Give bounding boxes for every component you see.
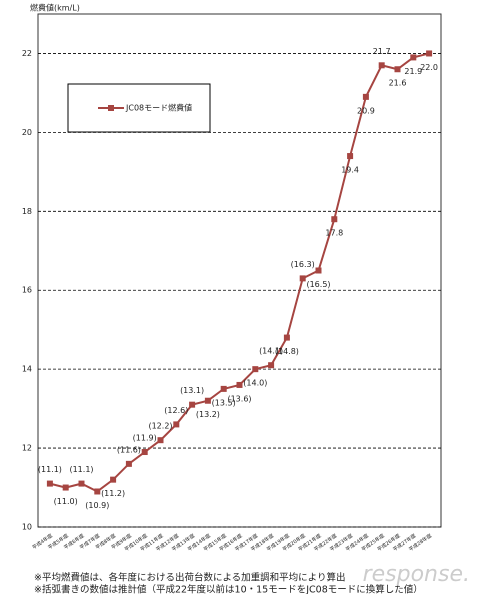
marker — [347, 153, 354, 160]
marker — [315, 267, 322, 274]
y-axis-label: 燃費値(km/L) — [30, 3, 80, 13]
y-tick-label: 22 — [22, 49, 32, 58]
data-label: 20.9 — [357, 106, 375, 115]
y-tick-label: 12 — [22, 444, 32, 453]
data-label: (10.9) — [85, 501, 109, 510]
legend-marker — [108, 105, 114, 111]
data-label: 21.9 — [404, 67, 422, 76]
marker — [220, 385, 227, 392]
data-label: 21.7 — [373, 47, 391, 56]
legend — [67, 83, 211, 133]
legend-label: JC08モード燃費値 — [125, 103, 192, 113]
marker — [426, 50, 433, 57]
marker — [362, 93, 369, 100]
marker — [173, 421, 180, 428]
marker — [252, 366, 259, 373]
note: ※平均燃費値は、各年度における出荷台数による加重調和平均により算出 — [34, 572, 346, 584]
marker — [78, 480, 85, 487]
marker — [204, 397, 211, 404]
y-tick-label: 14 — [22, 365, 32, 374]
data-label: (14.1) — [259, 347, 283, 356]
marker — [378, 62, 385, 69]
marker — [46, 480, 53, 487]
marker — [331, 216, 338, 223]
y-tick-label: 10 — [22, 523, 32, 532]
data-label: 19.4 — [341, 166, 359, 175]
data-label: (16.5) — [306, 280, 330, 289]
data-label: (13.6) — [227, 394, 251, 403]
marker — [299, 275, 306, 282]
data-label: 22.0 — [420, 63, 438, 72]
y-tick-label: 18 — [22, 207, 32, 216]
marker — [236, 381, 243, 388]
note: ※括弧書きの数値は推計値（平成22年度以前は10・15モードをJC08モードに換… — [34, 584, 423, 595]
y-tick-label: 16 — [22, 286, 32, 295]
marker — [110, 476, 117, 483]
marker — [141, 449, 148, 456]
data-label: (11.1) — [69, 465, 93, 474]
data-label: (13.1) — [180, 386, 204, 395]
marker — [189, 401, 196, 408]
data-label: 21.6 — [389, 79, 407, 88]
data-label: (13.2) — [196, 410, 220, 419]
data-label: (13.5) — [212, 398, 236, 407]
marker — [283, 334, 290, 341]
marker — [62, 484, 69, 491]
marker — [394, 66, 401, 73]
data-label: (11.9) — [133, 434, 157, 443]
marker — [157, 437, 164, 444]
data-label: 17.8 — [325, 229, 343, 238]
data-label: (14.8) — [275, 347, 299, 356]
data-label: (11.6) — [117, 445, 141, 454]
data-label: (12.6) — [164, 406, 188, 415]
data-label: (16.3) — [291, 260, 315, 269]
y-tick-label: 20 — [22, 128, 32, 137]
data-label: (12.2) — [148, 422, 172, 431]
data-label: (14.0) — [243, 379, 267, 388]
data-label: (11.2) — [101, 489, 125, 498]
marker — [410, 54, 417, 61]
marker — [94, 488, 101, 495]
marker — [268, 362, 275, 369]
watermark: response. — [363, 562, 470, 587]
marker — [125, 460, 132, 467]
data-label: (11.1) — [38, 465, 62, 474]
data-label: (11.0) — [54, 497, 78, 506]
